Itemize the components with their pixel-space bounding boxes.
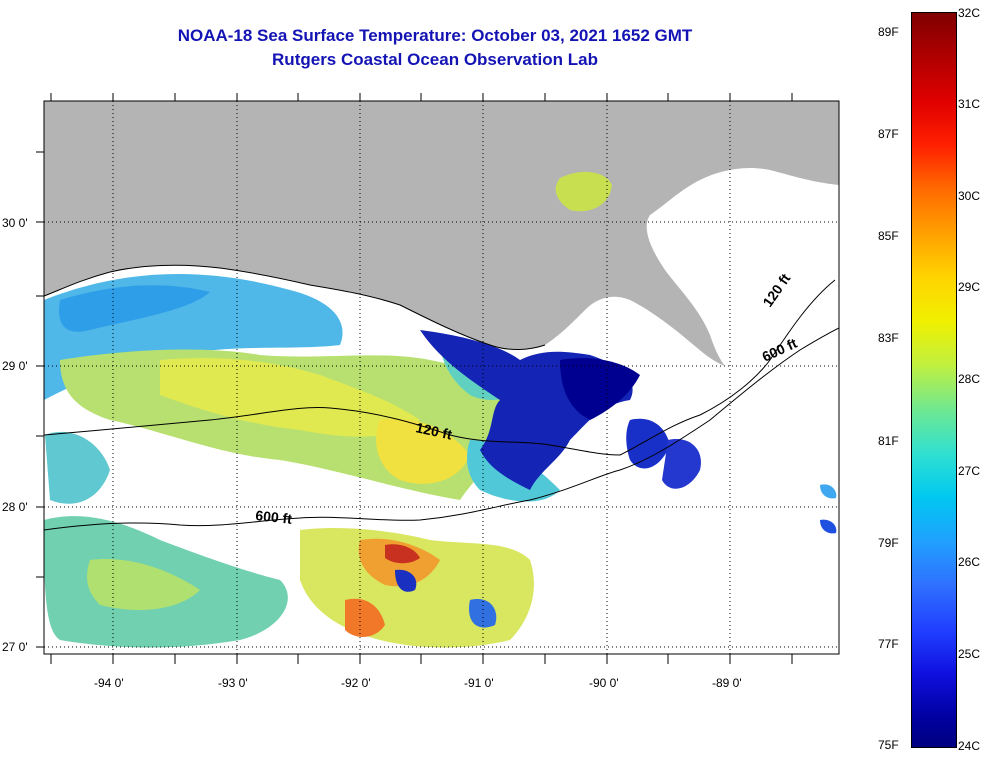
sst-patch	[160, 358, 420, 437]
sst-patch	[820, 519, 837, 534]
map-subtitle: Rutgers Coastal Ocean Observation Lab	[272, 50, 598, 69]
latitude-label: 30 0'	[2, 216, 28, 230]
sst-patch	[376, 419, 470, 484]
latitude-label: 28 0'	[2, 500, 28, 514]
latitude-label: 29 0'	[2, 359, 28, 373]
sst-patch	[385, 544, 420, 564]
sst-data-layer	[44, 273, 837, 648]
fahrenheit-label: 89F	[878, 25, 899, 39]
fahrenheit-label: 79F	[878, 536, 899, 550]
sst-patch	[560, 358, 640, 420]
celsius-label: 27C	[958, 464, 981, 478]
fahrenheit-label: 77F	[878, 637, 899, 651]
fahrenheit-label: 75F	[878, 738, 899, 752]
longitude-label: -90 0'	[589, 676, 619, 690]
longitude-label: -92 0'	[341, 676, 371, 690]
latitude-label: 27 0'	[2, 640, 28, 654]
sst-patch	[45, 431, 110, 504]
celsius-label: 26C	[958, 555, 981, 569]
axis-ticks	[36, 93, 793, 664]
celsius-label: 28C	[958, 372, 981, 386]
contour-120ft	[44, 279, 836, 456]
fahrenheit-label: 83F	[878, 331, 899, 345]
sst-patch	[662, 439, 701, 489]
longitude-label: -94 0'	[94, 676, 124, 690]
contour-label: 120 ft	[414, 419, 453, 442]
celsius-label: 32C	[958, 6, 981, 20]
coastline	[44, 264, 546, 350]
land-mass	[44, 101, 839, 366]
fahrenheit-label: 85F	[878, 229, 899, 243]
sst-patch	[87, 559, 200, 610]
celsius-label: 25C	[958, 647, 981, 661]
temperature-colorbar	[911, 12, 957, 748]
contour-600ft	[44, 327, 839, 531]
longitude-label: -91 0'	[464, 676, 494, 690]
fahrenheit-label: 87F	[878, 127, 899, 141]
celsius-label: 31C	[958, 97, 981, 111]
celsius-label: 24C	[958, 739, 981, 753]
map-frame	[43, 100, 840, 655]
lake-sst-patch	[555, 171, 612, 212]
sst-patch	[59, 285, 211, 332]
longitude-label: -89 0'	[712, 676, 742, 690]
sst-patch	[820, 484, 837, 499]
celsius-label: 30C	[958, 189, 981, 203]
sst-patch	[395, 569, 417, 592]
graticule	[44, 101, 839, 654]
sst-patch	[345, 598, 385, 637]
sst-patch	[626, 418, 670, 469]
fahrenheit-label: 81F	[878, 434, 899, 448]
celsius-label: 29C	[958, 280, 981, 294]
map-title: NOAA-18 Sea Surface Temperature: October…	[177, 26, 693, 45]
contour-label: 600 ft	[255, 507, 293, 527]
longitude-label: -93 0'	[218, 676, 248, 690]
